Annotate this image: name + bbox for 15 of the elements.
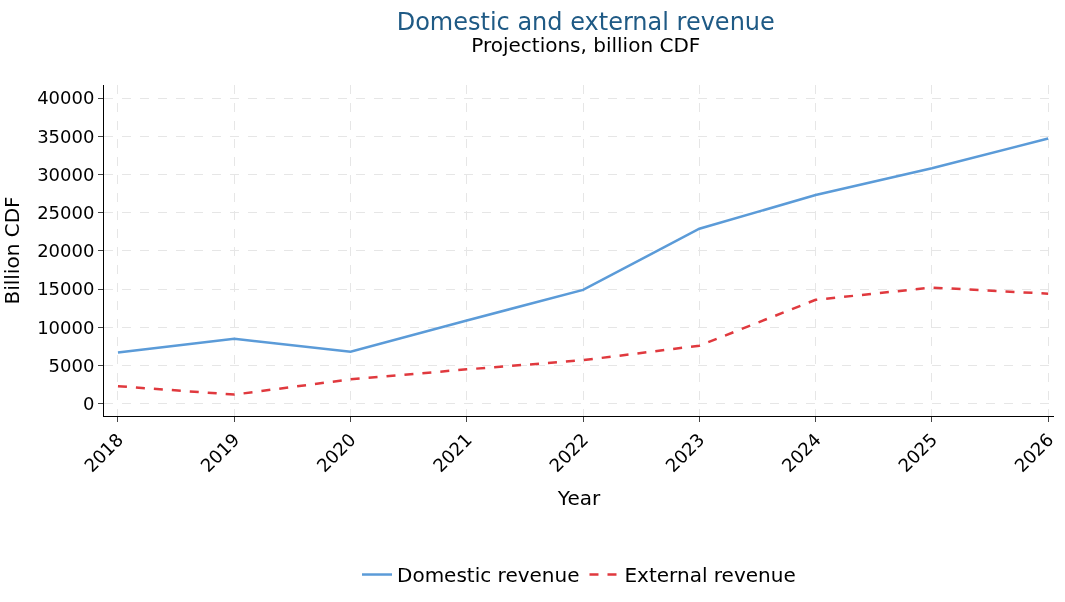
y-tick-label: 15000 [37,278,95,300]
line-series [116,286,1050,396]
y-tick-label: 0 [82,393,95,415]
y-tick-label: 40000 [37,87,95,109]
y-tick-label: 30000 [37,163,95,185]
y-tick-label: 5000 [48,354,95,376]
y-tick-label: 35000 [37,125,95,147]
line-series [116,137,1050,354]
legend-label: Domestic revenue [397,563,580,588]
legend-label: External revenue [624,563,796,588]
y-tick-label: 20000 [37,240,95,262]
x-axis-title: Year [556,485,601,510]
y-tick-label: 25000 [37,201,95,223]
y-axis-title: Billion CDF [0,196,24,305]
y-tick-label: 10000 [37,316,95,338]
